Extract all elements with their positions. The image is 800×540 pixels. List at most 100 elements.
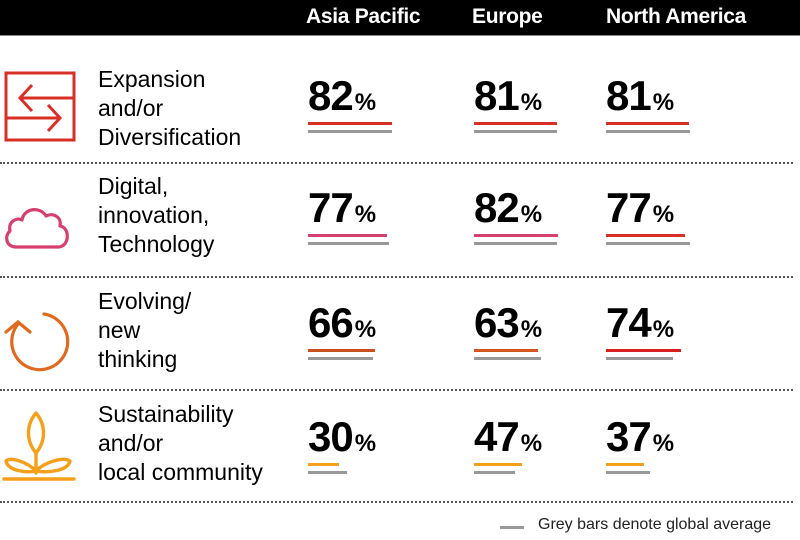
percent-sign: % xyxy=(520,430,543,457)
value-cell-europe: 47% xyxy=(474,416,542,474)
value-number: 82 xyxy=(308,72,354,119)
percent-sign: % xyxy=(354,316,377,343)
value-number: 63 xyxy=(474,299,520,346)
value-cell-asia-pacific: 66% xyxy=(308,302,376,360)
value-bar xyxy=(474,122,557,125)
percent-sign: % xyxy=(354,89,377,116)
row-evolving: Evolving/ new thinking xyxy=(0,280,800,390)
label-line: and/or xyxy=(98,430,164,456)
value-label: 82% xyxy=(308,75,376,124)
value-number: 82 xyxy=(474,184,520,231)
row-label: Sustainability and/or local community xyxy=(98,400,263,487)
value-bar xyxy=(308,463,339,466)
percent-sign: % xyxy=(354,201,377,228)
global-average-bar xyxy=(606,471,650,474)
label-line: Technology xyxy=(98,231,215,257)
percent-sign: % xyxy=(652,316,675,343)
value-cell-north-america: 74% xyxy=(606,302,681,360)
global-average-bar xyxy=(308,471,347,474)
global-average-bar xyxy=(308,357,373,360)
value-label: 82% xyxy=(474,187,542,236)
value-number: 81 xyxy=(606,72,652,119)
value-cell-europe: 82% xyxy=(474,187,558,245)
label-line: new xyxy=(98,317,141,343)
header-bar: Asia Pacific Europe North America xyxy=(0,0,800,36)
label-line: and/or xyxy=(98,95,164,121)
value-bar xyxy=(308,122,392,125)
value-label: 37% xyxy=(606,416,674,465)
value-label: 47% xyxy=(474,416,542,465)
value-bar xyxy=(474,349,538,352)
percent-sign: % xyxy=(652,89,675,116)
value-cell-asia-pacific: 82% xyxy=(308,75,392,133)
value-number: 77 xyxy=(606,184,652,231)
column-header-europe: Europe xyxy=(472,5,543,28)
percent-sign: % xyxy=(520,201,543,228)
percent-sign: % xyxy=(354,430,377,457)
value-cell-europe: 63% xyxy=(474,302,542,360)
cloud-icon xyxy=(5,208,69,249)
label-line: thinking xyxy=(98,346,178,372)
global-average-bar xyxy=(474,130,557,133)
value-number: 30 xyxy=(308,413,354,460)
value-number: 66 xyxy=(308,299,354,346)
global-average-bar xyxy=(606,242,690,245)
value-bar xyxy=(308,349,375,352)
value-label: 81% xyxy=(474,75,542,124)
label-line: innovation, xyxy=(98,202,210,228)
value-cell-north-america: 37% xyxy=(606,416,674,474)
value-bar xyxy=(308,234,387,237)
value-cell-asia-pacific: 30% xyxy=(308,416,376,474)
row-expansion: Expansion and/or Diversification xyxy=(0,60,800,160)
row-label: Evolving/ new thinking xyxy=(98,287,191,374)
percent-sign: % xyxy=(520,316,543,343)
value-label: 77% xyxy=(606,187,674,236)
value-number: 77 xyxy=(308,184,354,231)
percent-sign: % xyxy=(520,89,543,116)
value-bar xyxy=(474,234,558,237)
value-label: 30% xyxy=(308,416,376,465)
value-label: 81% xyxy=(606,75,674,124)
percent-sign: % xyxy=(652,201,675,228)
row-label: Digital, innovation, Technology xyxy=(98,172,214,259)
value-label: 66% xyxy=(308,302,376,351)
row-divider xyxy=(0,276,793,278)
label-line: Sustainability xyxy=(98,401,234,427)
row-divider xyxy=(0,162,793,164)
global-average-bar xyxy=(308,130,392,133)
label-line: Diversification xyxy=(98,124,242,150)
value-label: 63% xyxy=(474,302,542,351)
column-header-north-america: North America xyxy=(606,5,747,28)
value-cell-europe: 81% xyxy=(474,75,557,133)
legend-text: Grey bars denote global average xyxy=(538,516,772,533)
value-cell-asia-pacific: 77% xyxy=(308,187,389,245)
legend-grey-swatch xyxy=(500,526,524,529)
value-label: 74% xyxy=(606,302,674,351)
value-number: 81 xyxy=(474,72,520,119)
sprout-icon xyxy=(2,411,76,481)
value-cell-north-america: 81% xyxy=(606,75,690,133)
value-number: 74 xyxy=(606,299,652,346)
value-number: 37 xyxy=(606,413,652,460)
value-bar xyxy=(606,463,644,466)
row-divider xyxy=(0,389,793,391)
value-bar xyxy=(606,349,681,352)
refresh-arrow-icon xyxy=(4,312,70,372)
value-bar xyxy=(606,234,685,237)
percent-sign: % xyxy=(652,430,675,457)
value-bar xyxy=(474,463,522,466)
value-label: 77% xyxy=(308,187,376,236)
label-line: Digital, xyxy=(98,173,169,199)
value-bar xyxy=(606,122,689,125)
label-line: local community xyxy=(98,459,263,485)
global-average-bar xyxy=(308,242,389,245)
global-average-bar xyxy=(474,357,541,360)
arrows-exchange-icon xyxy=(4,71,76,142)
global-average-bar xyxy=(474,471,515,474)
value-cell-north-america: 77% xyxy=(606,187,690,245)
global-average-bar xyxy=(474,242,557,245)
global-average-bar xyxy=(606,357,673,360)
row-digital: Digital, innovation, Technology xyxy=(0,165,800,275)
label-line: Evolving/ xyxy=(98,288,192,314)
row-label: Expansion and/or Diversification xyxy=(98,65,241,152)
